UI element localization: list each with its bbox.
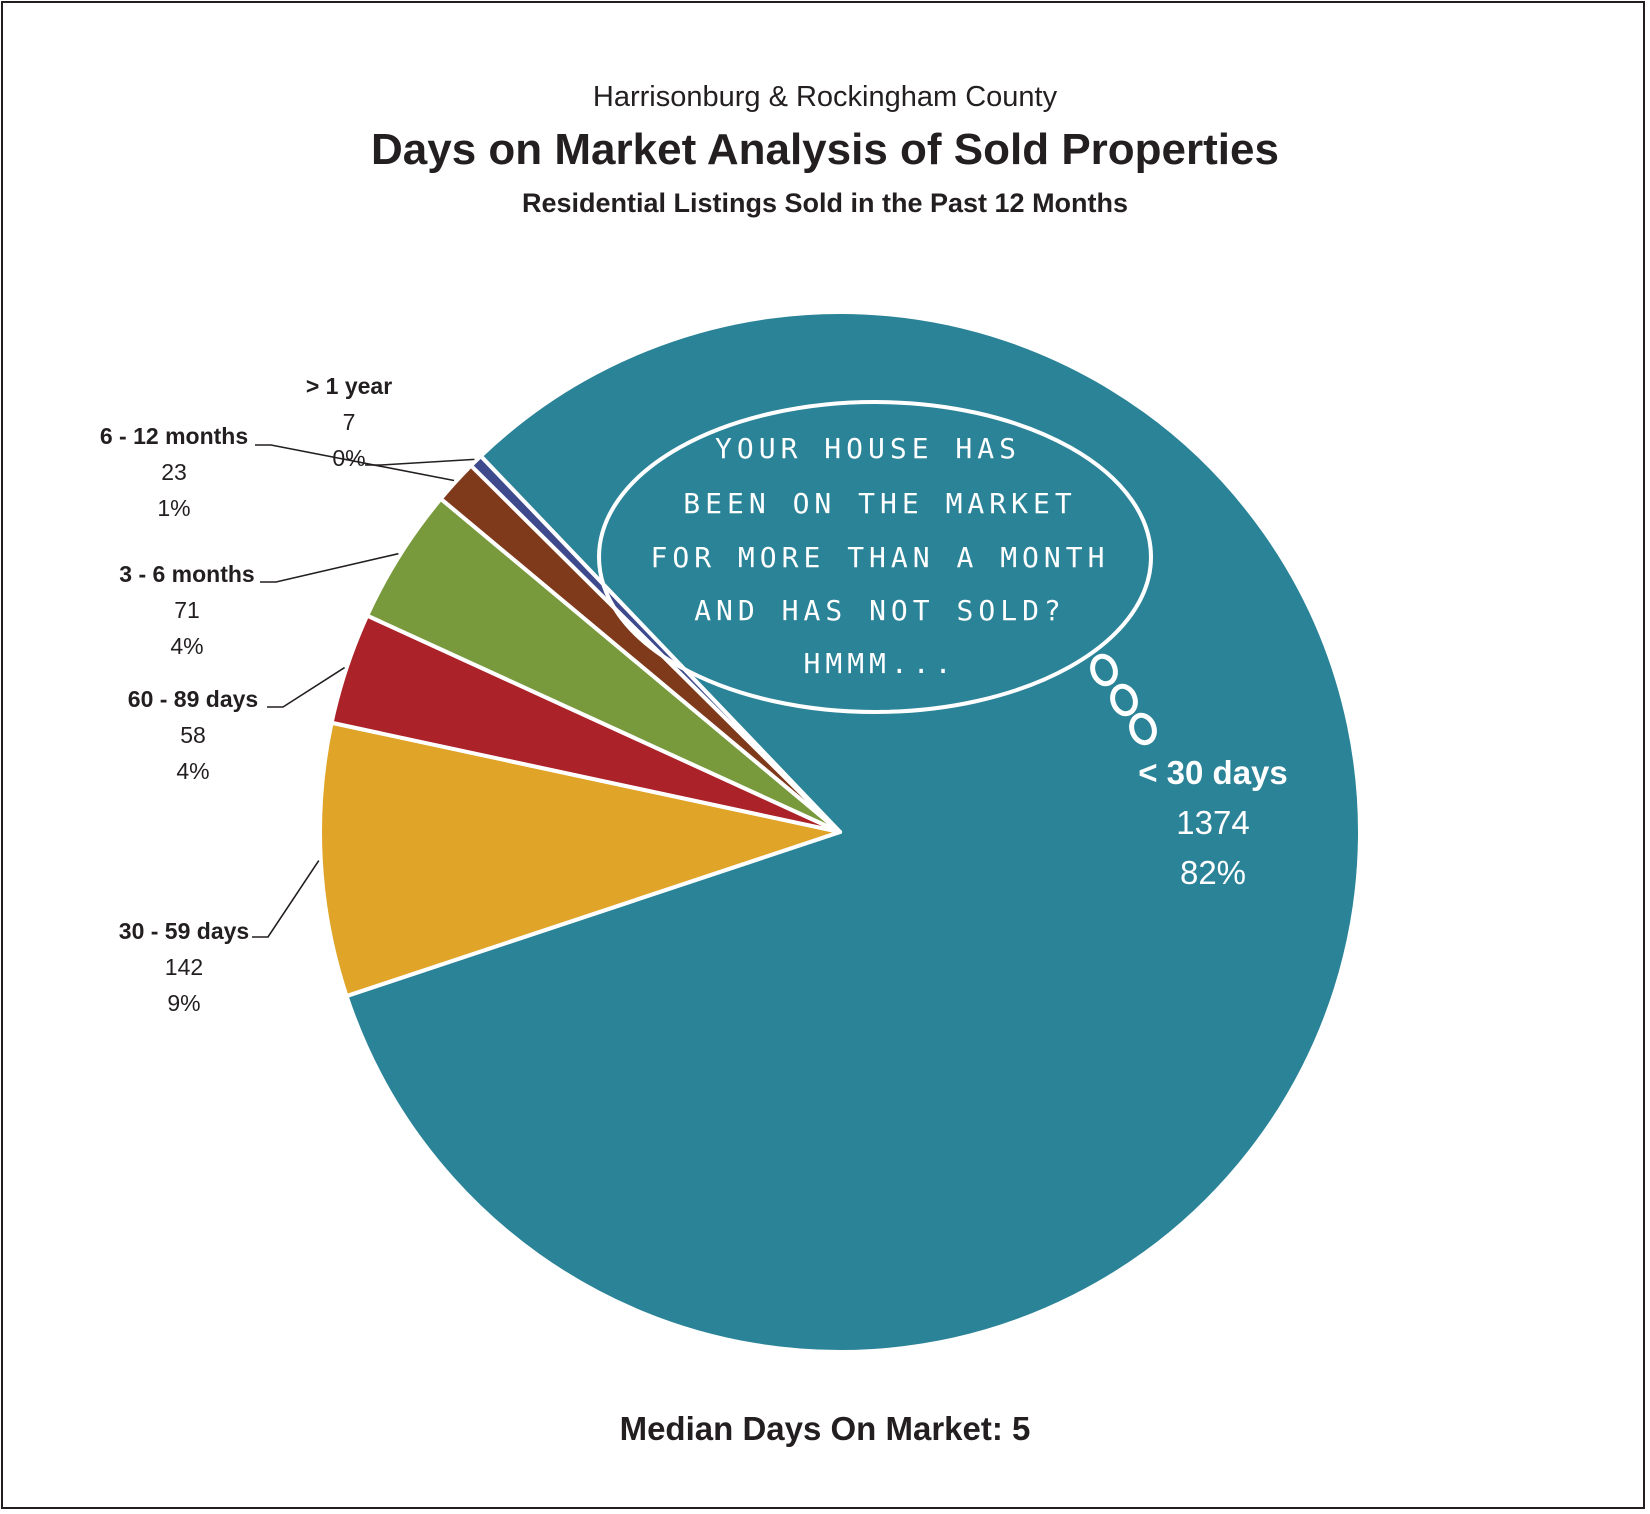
slice-percent: 0% xyxy=(332,445,366,471)
slice-name: > 1 year xyxy=(305,373,393,399)
pie-slice xyxy=(468,454,842,834)
thought-bubble-dot xyxy=(1110,683,1138,717)
slice-label-60-89-days: 60 - 89 days 58 4% xyxy=(128,681,258,789)
leader-line xyxy=(267,666,346,708)
thought-bubble-dot xyxy=(1090,653,1118,687)
slice-value: 142 xyxy=(164,954,204,980)
leader-line xyxy=(255,444,455,482)
bubble-line: FOR MORE THAN A MONTH xyxy=(650,541,1110,574)
slice-name: 30 - 59 days xyxy=(118,918,250,944)
pie-slices xyxy=(318,310,1362,1354)
slice-label-30-59-days: 30 - 59 days 142 9% xyxy=(119,913,249,1021)
slice-label-under-30-days: < 30 days 1374 82% xyxy=(1138,748,1288,898)
slice-value: 23 xyxy=(161,459,187,485)
bubble-line: HMMM... xyxy=(803,647,957,680)
chart-region-heading: Harrisonburg & Rockingham County xyxy=(592,81,1058,113)
pie-slice xyxy=(318,720,842,999)
chart-title: Days on Market Analysis of Sold Properti… xyxy=(371,125,1279,174)
slice-name: 6 - 12 months xyxy=(99,423,249,449)
thought-bubble-ellipse xyxy=(597,400,1153,714)
thought-bubble xyxy=(597,400,1157,746)
slice-name: 60 - 89 days xyxy=(127,686,259,712)
leader-line xyxy=(365,458,475,466)
slice-label-3-6-months: 3 - 6 months 71 4% xyxy=(119,556,254,664)
slice-percent: 9% xyxy=(167,990,201,1016)
thought-bubble-dot xyxy=(1129,712,1157,746)
chart-subtitle: Residential Listings Sold in the Past 12… xyxy=(521,188,1129,218)
median-days-on-market: Median Days On Market: 5 xyxy=(619,1410,1031,1447)
slice-value: 71 xyxy=(174,597,200,623)
bubble-line: BEEN ON THE MARKET xyxy=(683,487,1077,520)
slice-label-6-12-months: 6 - 12 months 23 1% xyxy=(100,418,248,526)
slice-label-over-1-year: > 1 year 7 0% xyxy=(306,368,392,476)
slice-percent: 1% xyxy=(157,495,191,521)
slice-value: 7 xyxy=(342,409,356,435)
leader-lines xyxy=(252,444,475,938)
bubble-line: YOUR HOUSE HAS xyxy=(715,432,1022,465)
bubble-line: AND HAS NOT SOLD? xyxy=(694,594,1066,627)
slice-percent: 4% xyxy=(170,633,204,659)
slice-name: < 30 days xyxy=(1138,754,1288,791)
slice-name: 3 - 6 months xyxy=(119,561,255,587)
slice-value: 58 xyxy=(180,722,206,748)
leader-line xyxy=(252,860,320,938)
slice-percent: 4% xyxy=(176,758,210,784)
leader-line xyxy=(260,552,399,583)
slice-value: 1374 xyxy=(1176,804,1250,841)
slice-percent: 82% xyxy=(1179,854,1247,891)
